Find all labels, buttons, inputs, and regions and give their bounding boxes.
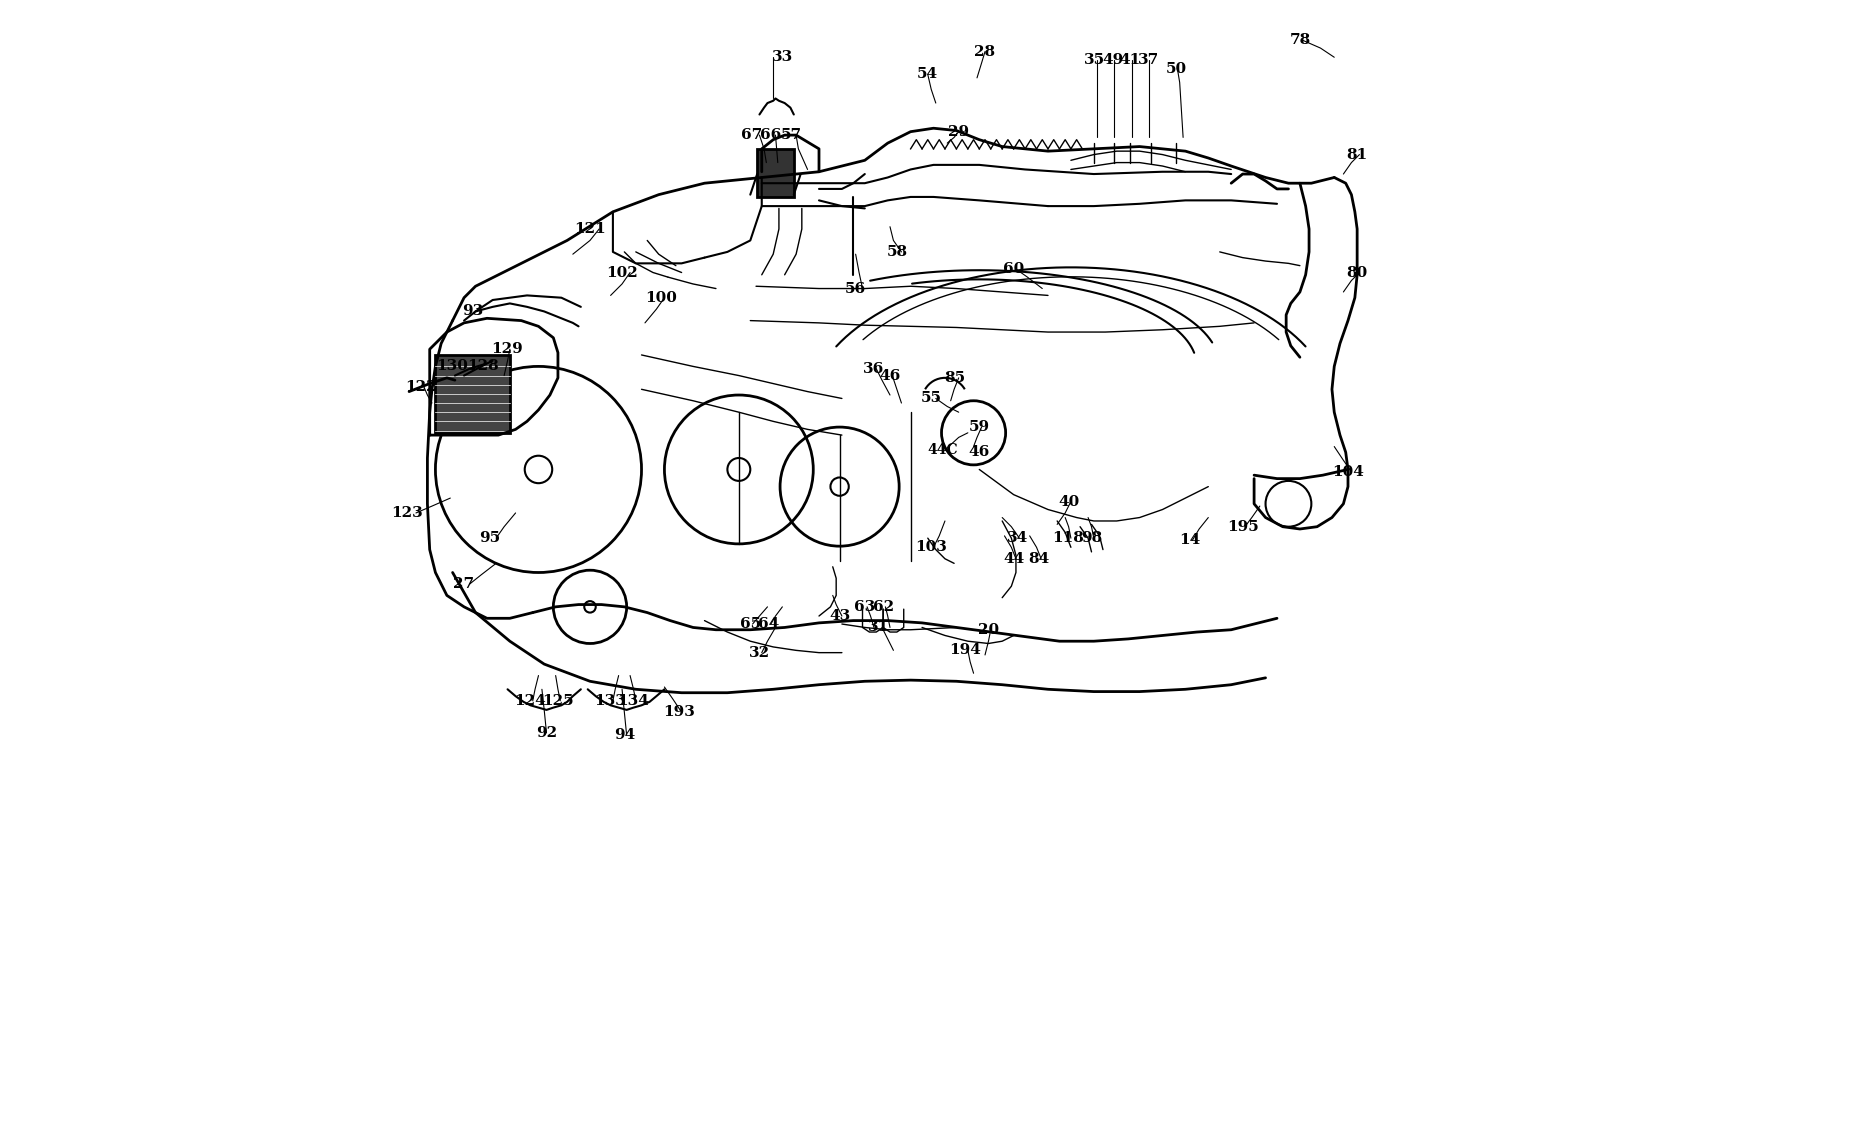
Text: 124: 124 (515, 694, 547, 708)
Text: 41: 41 (1120, 53, 1141, 66)
Text: 95: 95 (478, 531, 500, 545)
Text: 129: 129 (491, 342, 523, 356)
Text: 93: 93 (463, 305, 484, 318)
Text: 32: 32 (749, 646, 769, 660)
Text: 50: 50 (1165, 62, 1187, 76)
Text: 29: 29 (948, 125, 969, 139)
Text: 194: 194 (950, 643, 982, 657)
Text: 31: 31 (868, 621, 889, 634)
Text: 102: 102 (607, 266, 639, 279)
Text: 85: 85 (945, 371, 965, 385)
Text: 65: 65 (739, 617, 762, 631)
Text: 84: 84 (1029, 552, 1049, 566)
Text: 44: 44 (1003, 552, 1025, 566)
Text: 35: 35 (1085, 53, 1105, 66)
Text: 123: 123 (390, 506, 422, 520)
Text: 128: 128 (467, 360, 498, 373)
Text: 49: 49 (1103, 53, 1124, 66)
Text: 28: 28 (975, 45, 995, 58)
Text: 20: 20 (978, 623, 999, 637)
Text: 98: 98 (1081, 531, 1102, 545)
Text: 92: 92 (536, 726, 556, 740)
Text: 56: 56 (846, 282, 866, 295)
Text: 14: 14 (1180, 534, 1200, 547)
Text: 27: 27 (454, 577, 474, 591)
Text: 36: 36 (863, 362, 885, 376)
Text: 80: 80 (1346, 266, 1369, 279)
Text: 193: 193 (663, 705, 695, 719)
Text: 94: 94 (614, 728, 635, 742)
Text: 122: 122 (405, 380, 437, 394)
Text: 43: 43 (829, 609, 849, 623)
Text: 40: 40 (1059, 495, 1079, 508)
Text: 46: 46 (969, 445, 990, 459)
Text: 104: 104 (1331, 465, 1365, 479)
Text: 100: 100 (646, 291, 678, 305)
Text: 59: 59 (969, 420, 990, 434)
Text: 195: 195 (1227, 520, 1258, 534)
Text: 125: 125 (541, 694, 573, 708)
Text: 66: 66 (760, 128, 782, 142)
Text: 34: 34 (1006, 531, 1027, 545)
Text: 67: 67 (741, 128, 762, 142)
Text: 37: 37 (1139, 53, 1159, 66)
Text: 133: 133 (596, 694, 627, 708)
Text: 55: 55 (920, 392, 941, 405)
Text: 130: 130 (437, 360, 469, 373)
Text: 44C: 44C (928, 443, 958, 457)
Bar (758, 149, 793, 197)
Text: 134: 134 (618, 694, 650, 708)
Text: 103: 103 (915, 540, 947, 554)
Text: 78: 78 (1290, 33, 1311, 47)
Text: 64: 64 (758, 617, 779, 631)
Text: 46: 46 (879, 369, 900, 382)
Text: 54: 54 (917, 68, 939, 81)
Text: 33: 33 (771, 50, 793, 64)
Text: 60: 60 (1003, 262, 1025, 276)
Text: 81: 81 (1346, 148, 1369, 161)
Text: 57: 57 (780, 128, 803, 142)
Bar (435, 355, 510, 433)
Text: 63: 63 (855, 600, 876, 614)
Text: 58: 58 (887, 245, 907, 259)
Text: 121: 121 (575, 222, 607, 236)
Text: 62: 62 (872, 600, 894, 614)
Text: 118: 118 (1053, 531, 1085, 545)
